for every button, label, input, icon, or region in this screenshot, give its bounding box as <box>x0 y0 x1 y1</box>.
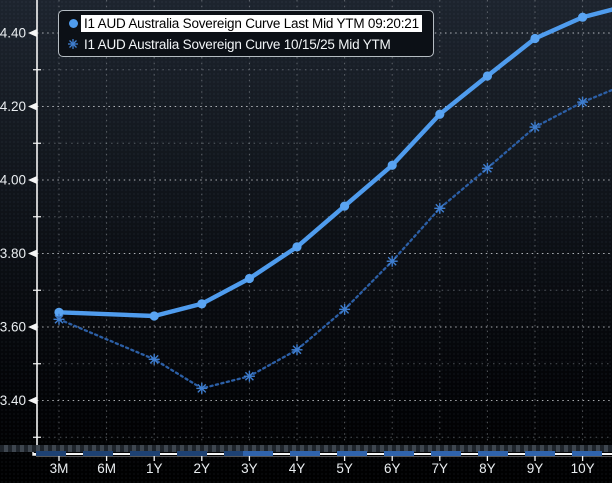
data-point-circle-4Y <box>292 242 302 252</box>
legend-row-previous[interactable]: I1 AUD Australia Sovereign Curve 10/15/2… <box>65 34 429 54</box>
data-point-circle-2Y <box>197 299 207 309</box>
legend-label-previous[interactable]: I1 AUD Australia Sovereign Curve 10/15/2… <box>84 36 391 52</box>
data-point-circle-3M <box>54 307 64 317</box>
data-point-asterisk-3Y <box>243 370 255 382</box>
x-axis-label-1Y: 1Y <box>146 461 163 476</box>
x-axis-label-5Y: 5Y <box>336 461 353 476</box>
y-tick-arrow-icon <box>28 323 37 331</box>
x-axis-label-8Y: 8Y <box>479 461 496 476</box>
y-axis-label: 4.20 <box>0 99 26 114</box>
y-tick-arrow-icon <box>28 249 37 258</box>
data-point-asterisk-3M <box>53 313 65 325</box>
x-axis-label-3Y: 3Y <box>241 461 258 476</box>
data-point-asterisk-5Y <box>339 303 351 315</box>
scrollbar-range-dim[interactable] <box>36 451 243 456</box>
data-point-asterisk-4Y <box>291 344 303 356</box>
y-axis-label: 3.60 <box>0 320 26 335</box>
data-point-circle-3Y <box>244 273 254 284</box>
data-point-asterisk-1Y <box>148 353 160 365</box>
x-axis-label-7Y: 7Y <box>432 461 449 476</box>
data-point-circle-5Y <box>340 201 350 211</box>
data-point-asterisk-6Y <box>386 255 398 267</box>
scrollbar-range-bright[interactable] <box>243 451 612 456</box>
x-axis-label-6Y: 6Y <box>384 461 401 476</box>
data-point-circle-6Y <box>387 160 397 170</box>
y-axis-label: 3.80 <box>0 246 26 261</box>
data-point-circle-10Y <box>578 12 588 22</box>
x-axis-label-3M: 3M <box>50 461 69 476</box>
asterisk-icon <box>65 38 81 50</box>
data-point-circle-7Y <box>435 109 445 119</box>
y-tick-arrow-icon <box>28 29 37 37</box>
x-axis-label-9Y: 9Y <box>527 461 544 476</box>
horizontal-scrollbar-track[interactable] <box>0 445 612 452</box>
x-axis-label-2Y: 2Y <box>194 461 211 476</box>
x-axis-label-4Y: 4Y <box>289 461 306 476</box>
curve-previous <box>57 88 612 390</box>
y-axis-label: 3.40 <box>0 393 26 408</box>
x-axis-label-10Y: 10Y <box>571 461 595 476</box>
data-point-asterisk-9Y <box>529 121 541 133</box>
y-axis-label: 4.00 <box>0 173 26 188</box>
data-point-asterisk-8Y <box>481 162 493 174</box>
data-point-circle-1Y <box>149 311 159 321</box>
circle-icon <box>65 18 81 28</box>
x-axis-label-6M: 6M <box>97 461 116 476</box>
data-point-asterisk-10Y <box>577 96 589 108</box>
chart-legend: I1 AUD Australia Sovereign Curve Last Mi… <box>58 10 434 57</box>
data-point-asterisk-7Y <box>434 202 446 214</box>
y-axis-label: 4.40 <box>0 26 26 41</box>
curve-last <box>56 7 612 319</box>
data-point-circle-8Y <box>482 71 492 81</box>
x-axis-secondary-line <box>36 456 612 457</box>
data-point-circle-9Y <box>530 33 540 44</box>
data-point-asterisk-2Y <box>196 382 208 394</box>
y-tick-arrow-icon <box>28 176 37 184</box>
legend-label-last[interactable]: I1 AUD Australia Sovereign Curve Last Mi… <box>81 14 422 32</box>
y-tick-arrow-icon <box>28 396 37 405</box>
y-tick-arrow-icon <box>28 102 37 111</box>
legend-row-last[interactable]: I1 AUD Australia Sovereign Curve Last Mi… <box>65 13 429 33</box>
